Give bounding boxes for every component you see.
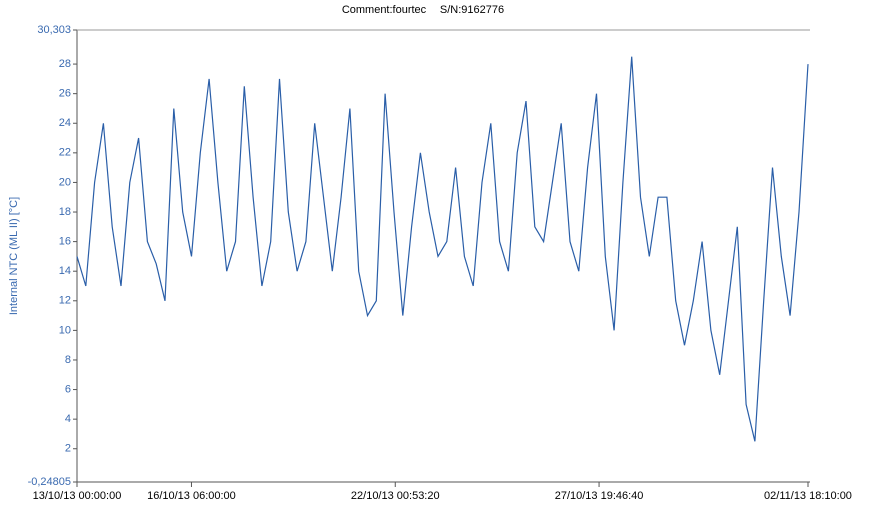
comment: Comment:fourtec xyxy=(342,4,427,16)
y-tick-label: 28 xyxy=(59,58,71,70)
y-tick-label: 12 xyxy=(59,295,71,307)
y-tick-label: 4 xyxy=(65,413,71,425)
y-tick-label: 24 xyxy=(59,117,71,129)
y-tick-label: -0,24805 xyxy=(28,476,71,488)
y-tick-label: 30,303 xyxy=(37,24,71,36)
x-tick-label: 13/10/13 00:00:00 xyxy=(33,490,122,502)
serial-number: S/N:9162776 xyxy=(440,4,504,16)
x-tick-label: 27/10/13 19:46:40 xyxy=(555,490,644,502)
y-tick-label: 10 xyxy=(59,324,71,336)
x-tick-label: 16/10/13 06:00:00 xyxy=(147,490,236,502)
x-tick-label: 02/11/13 18:10:00 xyxy=(764,490,852,502)
y-tick-label: 18 xyxy=(59,206,71,218)
y-tick-label: 8 xyxy=(65,354,71,366)
y-tick-label: 6 xyxy=(65,383,71,395)
x-tick-label: 22/10/13 00:53:20 xyxy=(351,490,440,502)
y-tick-label: 2 xyxy=(65,443,71,455)
temperature-line xyxy=(76,56,809,442)
y-tick-label: 22 xyxy=(59,147,71,159)
y-tick-label: 14 xyxy=(59,265,71,277)
y-axis-label: Internal NTC (ML II) [°C] xyxy=(8,197,20,315)
y-tick-label: 16 xyxy=(59,236,71,248)
y-tick-label: 26 xyxy=(59,88,71,100)
y-tick-label: 20 xyxy=(59,176,71,188)
